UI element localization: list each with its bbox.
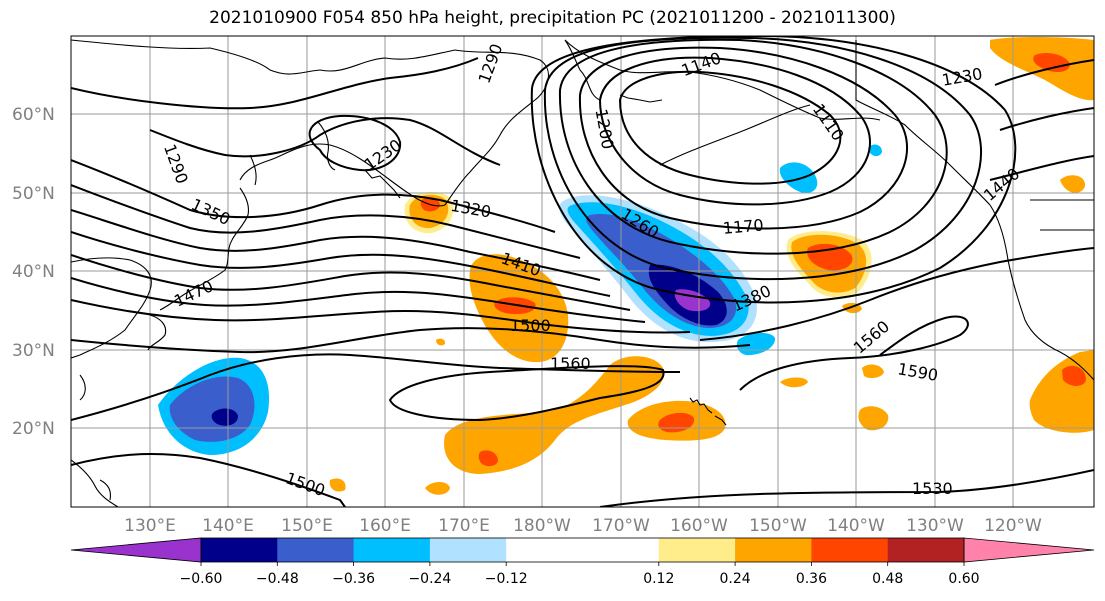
precip-anomaly-positive <box>858 406 889 431</box>
precip-anomaly-negative <box>736 332 776 356</box>
lon-label: 170°E <box>438 516 490 536</box>
lon-label: 130°W <box>906 516 964 536</box>
lon-label: 140°E <box>202 516 254 536</box>
contour-label: 1590 <box>896 359 939 385</box>
colorbar-extend-low <box>70 537 202 563</box>
lat-label: 20°N <box>12 419 55 439</box>
lat-label: 30°N <box>12 341 55 361</box>
contour-label: 1290 <box>475 41 507 86</box>
colorbar-tick-label: −0.24 <box>408 571 451 587</box>
colorbar-tick-label: 0.12 <box>643 571 674 587</box>
colorbar-segment <box>582 538 660 562</box>
colorbar-tick-label: −0.12 <box>485 571 528 587</box>
colorbar-tick-label: −0.60 <box>180 571 223 587</box>
plot-frame <box>70 35 1095 508</box>
colorbar-segment <box>811 538 889 562</box>
precip-anomaly-positive <box>862 364 884 379</box>
latitude-labels: 60°N 50°N 40°N 30°N 20°N <box>12 105 55 439</box>
precip-anomaly-positive <box>990 37 1094 101</box>
lon-label: 180°W <box>513 516 571 536</box>
colorbar-segments <box>70 537 1095 563</box>
colorbar-segment <box>201 538 278 562</box>
lon-label: 130°E <box>124 516 176 536</box>
contour-label: 1320 <box>449 196 492 222</box>
precip-anomaly-positive <box>1060 175 1086 193</box>
colorbar-outline <box>200 537 965 563</box>
precip-anomaly-positive <box>329 478 346 492</box>
colorbar-segment <box>429 538 507 562</box>
precip-anomaly-negative <box>868 144 882 157</box>
contour-label: 1530 <box>912 479 953 498</box>
precip-anomaly-positive <box>1062 365 1086 386</box>
precip-anomaly-negative <box>779 162 818 194</box>
map-title: 2021010900 F054 850 hPa height, precipit… <box>209 8 896 28</box>
contour-label: 1140 <box>679 48 724 80</box>
colorbar-tick-label: −0.48 <box>256 571 299 587</box>
colorbar-extend-high <box>963 537 1095 563</box>
lon-label: 150°W <box>749 516 807 536</box>
contour-label: 1560 <box>550 354 591 373</box>
longitude-labels: 130°E 140°E 150°E 160°E 170°E 180°W 170°… <box>124 516 1042 536</box>
height-contours <box>71 36 1094 507</box>
contour-label: 1290 <box>160 141 192 186</box>
lon-label: 120°W <box>984 516 1042 536</box>
precip-anomaly-positive <box>780 377 808 388</box>
colorbar-ticks <box>200 562 965 566</box>
lat-label: 40°N <box>12 262 55 282</box>
lon-label: 160°E <box>359 516 411 536</box>
contour-label: 1350 <box>188 195 233 229</box>
lat-label: 50°N <box>12 184 55 204</box>
colorbar-segment <box>887 538 965 562</box>
contour-label: 1170 <box>722 215 764 237</box>
lon-label: 160°W <box>670 516 728 536</box>
colorbar-segment <box>506 538 583 562</box>
precip-anomaly-positive <box>478 450 498 467</box>
lon-label: 140°W <box>827 516 885 536</box>
precip-anomaly-negative <box>169 376 255 442</box>
contour-label: 1110 <box>809 100 848 144</box>
colorbar-tick-label: 0.60 <box>948 571 979 587</box>
precip-anomaly-positive <box>436 338 446 346</box>
colorbar-segment <box>353 538 431 562</box>
colorbar-tick-label: −0.36 <box>332 571 375 587</box>
colorbar: −0.60 −0.48 −0.36 −0.24 −0.12 0.12 0.24 0.36 0.4… <box>70 537 1095 587</box>
colorbar-labels: −0.60 −0.48 −0.36 −0.24 −0.12 0.12 0.24 0.36 0.4… <box>180 571 980 587</box>
lon-label: 150°E <box>281 516 333 536</box>
colorbar-segment <box>277 538 355 562</box>
precip-anomaly-positive <box>444 356 664 474</box>
lat-label: 60°N <box>12 105 55 125</box>
precip-anomaly-positive <box>425 482 450 495</box>
colorbar-segment <box>735 538 812 562</box>
lon-label: 170°W <box>592 516 650 536</box>
contour-label: 1500 <box>283 468 328 500</box>
contour-label: 1230 <box>361 135 405 174</box>
precip-anomaly-positive <box>1029 350 1094 433</box>
precip-shading <box>158 37 1094 495</box>
precip-anomaly-negative <box>211 408 238 426</box>
colorbar-tick-label: 0.36 <box>796 571 827 587</box>
colorbar-segment <box>658 538 736 562</box>
contour-label: 1440 <box>980 164 1023 205</box>
precip-anomaly-positive <box>1033 53 1070 72</box>
colorbar-tick-label: 0.24 <box>720 571 751 587</box>
coastlines <box>71 39 1094 507</box>
colorbar-tick-label: 0.48 <box>872 571 903 587</box>
contour-label: 1500 <box>510 316 551 335</box>
